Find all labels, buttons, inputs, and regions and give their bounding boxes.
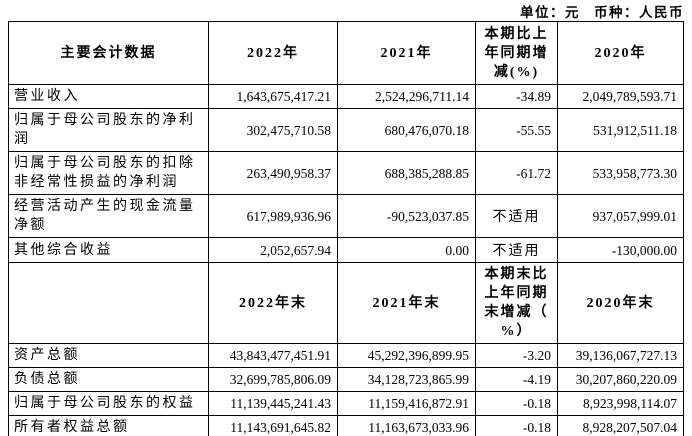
row-label: 资产总额 <box>8 343 209 368</box>
value-2022: 11,139,445,241.43 <box>208 391 338 416</box>
value-2020: 2,049,789,593.71 <box>557 84 684 109</box>
value-change: -0.18 <box>475 391 558 416</box>
value-2020: 8,928,207,507.04 <box>557 415 684 436</box>
value-2021: 0.00 <box>337 237 476 263</box>
value-2021: 2,524,296,711.14 <box>337 84 476 109</box>
value-change: -34.89 <box>475 84 558 109</box>
value-2022: 2,052,657.94 <box>208 237 338 263</box>
value-change: -0.18 <box>475 415 558 436</box>
table-row-net-profit-deducted: 归属于母公司股东的扣除 非经常性损益的净利润 263,490,958.37 68… <box>8 151 684 195</box>
header-year-2022: 2022年 <box>208 21 338 85</box>
value-2022: 263,490,958.37 <box>208 151 338 195</box>
row-label: 归属于母公司股东的扣除 非经常性损益的净利润 <box>8 151 209 195</box>
value-2022: 617,989,936.96 <box>208 194 338 238</box>
header-year-2020: 2020年 <box>557 21 684 85</box>
value-change: -61.72 <box>475 151 558 195</box>
table-row-operating-cash-flow: 经营活动产生的现金流量 净额 617,989,936.96 -90,523,03… <box>8 194 684 238</box>
table-row-total-equity: 所有者权益总额 11,143,691,645.82 11,163,673,033… <box>8 415 684 436</box>
key-accounting-data-table: 主要会计数据 2022年 2021年 本期比上 年同期增 减(%) 2020年 … <box>8 21 684 436</box>
header-end-2022: 2022年末 <box>208 262 338 344</box>
row-label: 经营活动产生的现金流量 净额 <box>8 194 209 238</box>
table-row-net-profit: 归属于母公司股东的净利 润 302,475,710.58 680,476,070… <box>8 108 684 152</box>
value-2021: -90,523,037.85 <box>337 194 476 238</box>
section2-header-row: 2022年末 2021年末 本期末比 上年同期 末增减（ %） 2020年末 <box>8 262 684 344</box>
value-2021: 34,128,723,865.99 <box>337 367 476 392</box>
value-2021: 680,476,070.18 <box>337 108 476 152</box>
value-change: -55.55 <box>475 108 558 152</box>
value-2021: 11,159,416,872.91 <box>337 391 476 416</box>
header-end-2021: 2021年末 <box>337 262 476 344</box>
table-row-other-comprehensive-income: 其他综合收益 2,052,657.94 0.00 不适用 -130,000.00 <box>8 237 684 263</box>
value-change: -4.19 <box>475 367 558 392</box>
row-label: 营业收入 <box>8 84 209 109</box>
value-2021: 688,385,288.85 <box>337 151 476 195</box>
value-2020: 30,207,860,220.09 <box>557 367 684 392</box>
value-change: -3.20 <box>475 343 558 368</box>
header-main-accounting-data: 主要会计数据 <box>8 21 209 85</box>
row-label: 其他综合收益 <box>8 237 209 263</box>
header-end-2020: 2020年末 <box>557 262 684 344</box>
unit-currency-line: 单位：元 币种：人民币 <box>520 1 684 21</box>
value-2020: -130,000.00 <box>557 237 684 263</box>
value-2020: 8,923,998,114.07 <box>557 391 684 416</box>
header-period-end-change: 本期末比 上年同期 末增减（ %） <box>475 262 558 344</box>
header-blank <box>8 262 209 344</box>
row-label: 归属于母公司股东的净利 润 <box>8 108 209 152</box>
value-2022: 1,643,675,417.21 <box>208 84 338 109</box>
table-row-total-assets: 资产总额 43,843,477,451.91 45,292,396,899.95… <box>8 343 684 368</box>
value-2020: 39,136,067,727.13 <box>557 343 684 368</box>
table-row-revenue: 营业收入 1,643,675,417.21 2,524,296,711.14 -… <box>8 84 684 109</box>
currency-label: 币种：人民币 <box>594 5 684 20</box>
value-change: 不适用 <box>475 237 558 263</box>
row-label: 负债总额 <box>8 367 209 392</box>
value-2020: 533,958,773.30 <box>557 151 684 195</box>
value-2022: 43,843,477,451.91 <box>208 343 338 368</box>
table-row-parent-equity: 归属于母公司股东的权益 11,139,445,241.43 11,159,416… <box>8 391 684 416</box>
value-2020: 531,912,511.18 <box>557 108 684 152</box>
row-label: 归属于母公司股东的权益 <box>8 391 209 416</box>
value-change: 不适用 <box>475 194 558 238</box>
value-2020: 937,057,999.01 <box>557 194 684 238</box>
unit-label: 单位：元 <box>520 5 580 20</box>
header-year-2021: 2021年 <box>337 21 476 85</box>
section1-header-row: 主要会计数据 2022年 2021年 本期比上 年同期增 减(%) 2020年 <box>8 21 684 85</box>
value-2022: 302,475,710.58 <box>208 108 338 152</box>
value-2022: 11,143,691,645.82 <box>208 415 338 436</box>
header-yoy-change: 本期比上 年同期增 减(%) <box>475 21 558 85</box>
value-2021: 11,163,673,033.96 <box>337 415 476 436</box>
value-2021: 45,292,396,899.95 <box>337 343 476 368</box>
row-label: 所有者权益总额 <box>8 415 209 436</box>
table-row-total-liabilities: 负债总额 32,699,785,806.09 34,128,723,865.99… <box>8 367 684 392</box>
value-2022: 32,699,785,806.09 <box>208 367 338 392</box>
